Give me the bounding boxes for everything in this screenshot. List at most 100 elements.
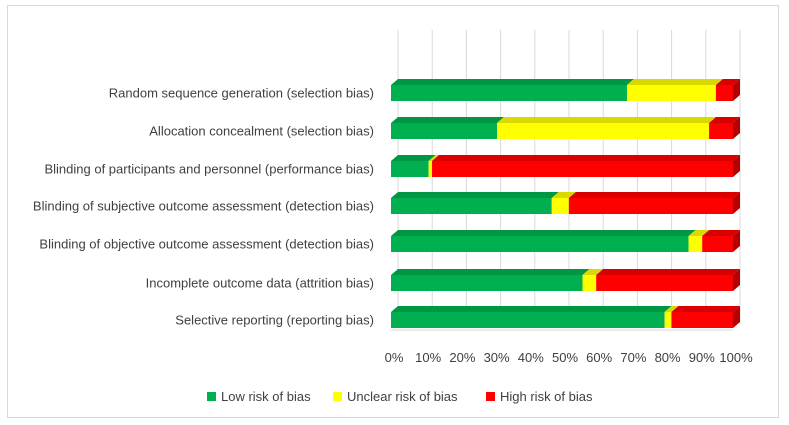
bar-top-face [391,79,634,85]
x-tick-label: 50% [552,350,578,365]
bar-front-face [391,275,583,291]
category-label: Incomplete outcome data (attrition bias) [146,276,374,291]
bar-top-face [702,230,740,236]
bar-front-face [497,123,710,139]
bar-top-face [715,79,740,85]
bar-segment [391,117,505,139]
category-label: Allocation concealment (selection bias) [149,124,374,139]
bar-front-face [391,312,665,328]
bar-segment [391,192,559,214]
bar-front-face [664,312,672,328]
bar-segment [391,269,590,291]
legend-label: Low risk of bias [221,389,311,404]
bar-front-face [391,123,498,139]
bar-side-face [733,79,740,101]
bar-top-face [391,155,436,161]
x-tick-label: 30% [484,350,510,365]
legend-swatch [333,392,342,401]
x-tick-label: 0% [385,350,404,365]
bar-top-face [671,306,740,312]
bar-top-face [391,117,505,123]
legend-swatch [486,392,495,401]
bar-front-face [596,275,733,291]
x-tick-label: 70% [620,350,646,365]
category-labels: Random sequence generation (selection bi… [33,86,374,328]
bar-top-face [688,230,710,236]
bar-segment [391,155,436,177]
bar-front-face [688,236,703,252]
bar-front-face [671,312,733,328]
bar-front-face [551,198,569,214]
bar-segment [596,269,740,291]
x-tick-label: 100% [719,350,753,365]
bar-side-face [733,192,740,214]
bar-front-face [582,275,597,291]
x-tick-label: 80% [655,350,681,365]
bar-front-face [428,161,433,177]
x-tick-label: 60% [586,350,612,365]
bar-top-face [551,192,576,198]
bar-top-face [596,269,740,275]
bar-segment [428,155,440,177]
legend-swatch [207,392,216,401]
bar-top-face [391,230,696,236]
category-label: Blinding of participants and personnel (… [44,162,374,177]
bar-side-face [733,155,740,177]
legend: Low risk of bias Unclear risk of bias High… [207,389,593,404]
bar-segment [702,230,740,252]
bar-front-face [391,161,429,177]
bar-segment [391,306,672,328]
bar-segment [432,155,740,177]
x-tick-label: 90% [689,350,715,365]
bar-front-face [391,85,627,101]
bar-front-face [568,198,733,214]
bar-top-face [391,269,590,275]
bar-side-face [733,230,740,252]
legend-item: Low risk of bias [207,389,311,404]
x-tick-label: 20% [449,350,475,365]
bar-segment [391,230,696,252]
bar-front-face [432,161,733,177]
bar-top-face [568,192,740,198]
category-label: Blinding of subjective outcome assessmen… [33,199,374,214]
bar-top-face [582,269,604,275]
bar-front-face [702,236,733,252]
bars [391,79,740,328]
bar-top-face [626,79,723,85]
bar-top-face [709,117,740,123]
legend-item: Unclear risk of bias [333,389,458,404]
bar-side-face [733,117,740,139]
x-tick-labels: 0% 10% 20% 30% 40% 50% 60% 70% 80% 90% 100% [385,350,753,365]
bar-segment [688,230,710,252]
bar-front-face [626,85,716,101]
legend-label: High risk of bias [500,389,593,404]
bar-front-face [709,123,733,139]
bar-segment [626,79,723,101]
bar-segment [551,192,576,214]
bar-top-face [391,192,559,198]
bar-segment [391,79,634,101]
bar-top-face [432,155,740,161]
legend-label: Unclear risk of bias [347,389,458,404]
category-label: Random sequence generation (selection bi… [109,86,374,101]
bar-top-face [664,306,679,312]
bar-segment [715,79,740,101]
bar-segment [664,306,679,328]
bar-side-face [733,306,740,328]
bar-side-face [733,269,740,291]
bar-top-face [497,117,717,123]
bar-front-face [391,236,689,252]
bar-segment [497,117,717,139]
bar-front-face [715,85,733,101]
bar-top-face [428,155,440,161]
legend-item: High risk of bias [486,389,593,404]
x-tick-label: 40% [518,350,544,365]
bar-front-face [391,198,552,214]
bar-segment [582,269,604,291]
category-label: Blinding of objective outcome assessment… [39,237,374,252]
category-label: Selective reporting (reporting bias) [175,313,374,328]
bar-top-face [391,306,672,312]
bar-segment [709,117,740,139]
bar-segment [568,192,740,214]
